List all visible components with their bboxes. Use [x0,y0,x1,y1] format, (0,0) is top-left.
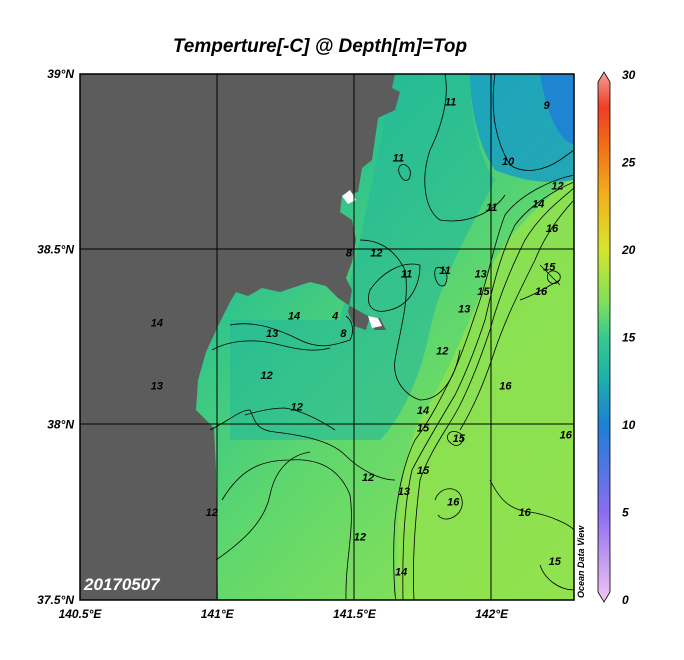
x-tick-label: 141.5°E [333,607,377,621]
colorbar-tick-label: 30 [622,68,636,82]
warm-water-region [397,175,574,600]
contour-label: 12 [551,181,563,193]
colorbar: 0 5 10 15 20 25 30 [597,68,636,607]
contour-line [447,430,463,446]
colorbar-tick-label: 15 [622,331,636,345]
y-tick-label: 37.5°N [37,593,74,607]
colorbar-tick-label: 10 [622,418,636,432]
x-axis-ticks: 140.5°E 141°E 141.5°E 142°E [59,607,509,621]
coldest-water-region [540,74,574,145]
contour-label: 4 [331,310,338,322]
odv-watermark: Ocean Data View [576,525,586,598]
x-tick-label: 141°E [201,607,235,621]
contour-label: 12 [370,247,382,259]
contour-label: 15 [417,465,430,477]
contour-label: 12 [354,531,366,543]
contour-label: 13 [458,303,470,315]
contour-label: 13 [398,486,410,498]
colorbar-tick-label: 20 [621,243,636,257]
grid-lines [80,74,574,600]
contour-label: 8 [346,247,353,259]
contour-line [229,315,353,347]
contour-label: 16 [518,507,531,519]
contour-line [215,451,311,561]
contour-label: 16 [560,430,573,442]
contour-label: 11 [401,268,412,280]
contour-line [209,409,396,481]
contour-label: 16 [447,496,460,508]
colorbar-tick-label: 5 [622,506,629,520]
contour-label: 16 [499,381,512,393]
y-tick-label: 39°N [47,67,74,81]
contour-label: 12 [436,346,448,358]
contour-labels: 9 11 10 11 12 14 11 16 12 8 11 11 13 15 15 16 13 14 4 14 8 13… [151,97,573,579]
contour-label: 13 [266,328,278,340]
x-tick-label: 140.5°E [59,607,103,621]
map-area: 9 11 10 11 12 14 11 16 12 8 11 11 13 15 15 16 13 14 4 14 8 13… [80,74,574,600]
x-tick-label: 142°E [475,607,509,621]
contour-label: 16 [546,223,559,235]
island [368,316,382,328]
contour-label: 11 [486,202,497,214]
contour-line [359,239,461,401]
y-axis-ticks: 37.5°N 38°N 38.5°N 39°N [37,67,74,607]
contour-line [402,181,574,600]
contour-label: 12 [206,507,218,519]
contour-line [459,199,574,431]
contour-line [368,263,421,312]
contour-line [492,74,574,171]
contour-label: 15 [477,286,490,298]
contour-line [539,264,561,286]
y-tick-label: 38.5°N [37,242,74,256]
colorbar-tick-label: 0 [622,593,629,607]
contour-line [244,407,336,431]
contour-label: 12 [291,402,303,414]
contour-label: 14 [395,566,407,578]
contour-label: 11 [439,265,450,277]
contour-label: 14 [532,198,544,210]
contour-label: 12 [260,370,272,382]
contour-label: 14 [288,310,300,322]
date-stamp: 20170507 [83,575,161,594]
contour-label: 14 [151,317,163,329]
contour-label: 11 [445,97,456,109]
contour-label: 11 [393,153,404,165]
contour-line [434,267,448,287]
contour-line [424,74,506,222]
chart-title: Temperture[-C] @ Depth[m]=Top [172,36,468,57]
contour-label: 15 [417,423,430,435]
contour-label: 15 [549,556,562,568]
map-frame [79,73,575,601]
contour-line [547,270,561,284]
contour-label: 12 [362,472,374,484]
contour-label: 8 [340,328,347,340]
contour-label: 13 [475,268,487,280]
contour-label: 10 [502,156,515,168]
colorbar-tick-label: 25 [621,156,636,170]
contour-lines [209,74,574,600]
contour-label: 9 [543,100,550,112]
coast-notch [342,190,356,204]
contour-line [221,459,352,600]
colorbar-body [597,71,611,603]
y-tick-label: 38°N [47,418,74,432]
contour-line [398,164,411,181]
contour-line [489,479,574,531]
contour-line [519,279,561,301]
contour-label: 14 [417,405,429,417]
contour-line [434,488,463,520]
contour-label: 15 [543,261,556,273]
contour-label: 15 [453,433,466,445]
contour-line [211,340,331,351]
land-mass [80,74,400,600]
colorbar-ticks: 0 5 10 15 20 25 30 [621,68,636,607]
contour-label: 13 [151,381,163,393]
contour-line [539,564,574,591]
contour-line [412,187,574,600]
contour-label: 16 [535,286,548,298]
